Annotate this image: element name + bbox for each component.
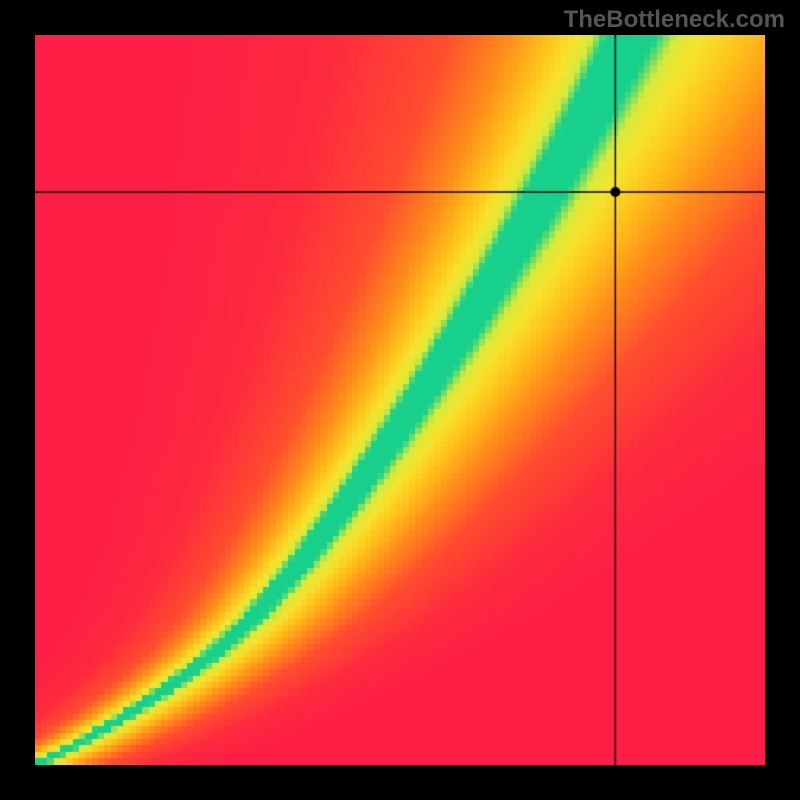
chart-frame	[35, 35, 765, 765]
bottleneck-heatmap	[35, 35, 765, 765]
watermark-text: TheBottleneck.com	[564, 6, 785, 34]
